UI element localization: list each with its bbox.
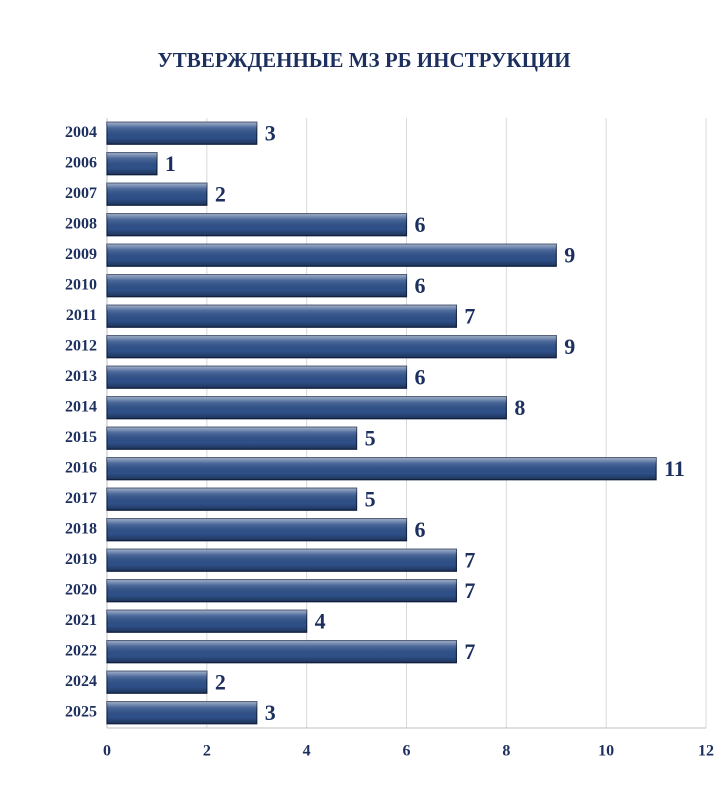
y-tick-label: 2007 <box>65 185 97 202</box>
bar <box>106 121 258 145</box>
chart-title: УТВЕРЖДЕННЫЕ МЗ РБ ИНСТРУКЦИИ <box>157 48 570 72</box>
y-tick-label: 2025 <box>65 703 97 720</box>
value-label: 6 <box>415 212 426 237</box>
y-tick-label: 2018 <box>65 520 97 537</box>
bar <box>106 335 557 359</box>
value-label: 3 <box>265 120 276 145</box>
value-label: 9 <box>564 242 575 267</box>
y-tick-label: 2010 <box>65 276 97 293</box>
bar <box>106 640 458 664</box>
bar <box>106 487 358 511</box>
x-tick-label: 2 <box>203 743 211 760</box>
value-label: 6 <box>415 273 426 298</box>
value-label: 9 <box>564 334 575 359</box>
y-tick-label: 2008 <box>65 215 97 232</box>
y-tick-label: 2016 <box>65 459 97 476</box>
x-tick-label: 12 <box>698 743 714 760</box>
y-tick-label: 2006 <box>65 154 97 171</box>
x-tick-label: 6 <box>403 743 411 760</box>
value-label: 7 <box>464 547 475 572</box>
value-label: 2 <box>215 181 226 206</box>
bar <box>106 152 158 176</box>
bar <box>106 274 408 298</box>
value-label: 7 <box>464 639 475 664</box>
y-tick-label: 2004 <box>65 124 97 141</box>
bar <box>106 457 657 481</box>
bar <box>106 396 507 420</box>
value-label: 7 <box>464 303 475 328</box>
bar <box>106 182 208 206</box>
value-label: 6 <box>415 517 426 542</box>
value-label: 11 <box>664 456 685 481</box>
value-label: 7 <box>464 578 475 603</box>
y-tick-label: 2020 <box>65 581 97 598</box>
y-tick-label: 2012 <box>65 337 97 354</box>
x-tick-label: 10 <box>598 743 614 760</box>
bar <box>106 518 408 542</box>
y-tick-label: 2011 <box>66 307 97 324</box>
value-label: 3 <box>265 700 276 725</box>
value-label: 2 <box>215 669 226 694</box>
bar <box>106 548 458 572</box>
bar <box>106 243 557 267</box>
bar <box>106 609 308 633</box>
y-tick-label: 2015 <box>65 429 97 446</box>
value-label: 4 <box>315 608 326 633</box>
y-tick-label: 2024 <box>65 673 97 690</box>
y-tick-label: 2014 <box>65 398 97 415</box>
bar <box>106 701 258 725</box>
x-tick-label: 0 <box>103 743 111 760</box>
bar <box>106 365 408 389</box>
y-tick-label: 2022 <box>65 642 97 659</box>
y-tick-label: 2021 <box>65 612 97 629</box>
bar <box>106 304 458 328</box>
value-label: 1 <box>165 151 176 176</box>
bar <box>106 213 408 237</box>
value-label: 8 <box>514 395 525 420</box>
y-tick-label: 2017 <box>65 490 97 507</box>
y-tick-label: 2019 <box>65 551 97 568</box>
bar <box>106 670 208 694</box>
x-tick-label: 8 <box>502 743 510 760</box>
y-tick-label: 2013 <box>65 368 97 385</box>
value-label: 6 <box>415 364 426 389</box>
y-tick-label: 2009 <box>65 246 97 263</box>
value-label: 5 <box>365 486 376 511</box>
bar <box>106 579 458 603</box>
bar <box>106 426 358 450</box>
x-tick-label: 4 <box>303 743 311 760</box>
value-label: 5 <box>365 425 376 450</box>
